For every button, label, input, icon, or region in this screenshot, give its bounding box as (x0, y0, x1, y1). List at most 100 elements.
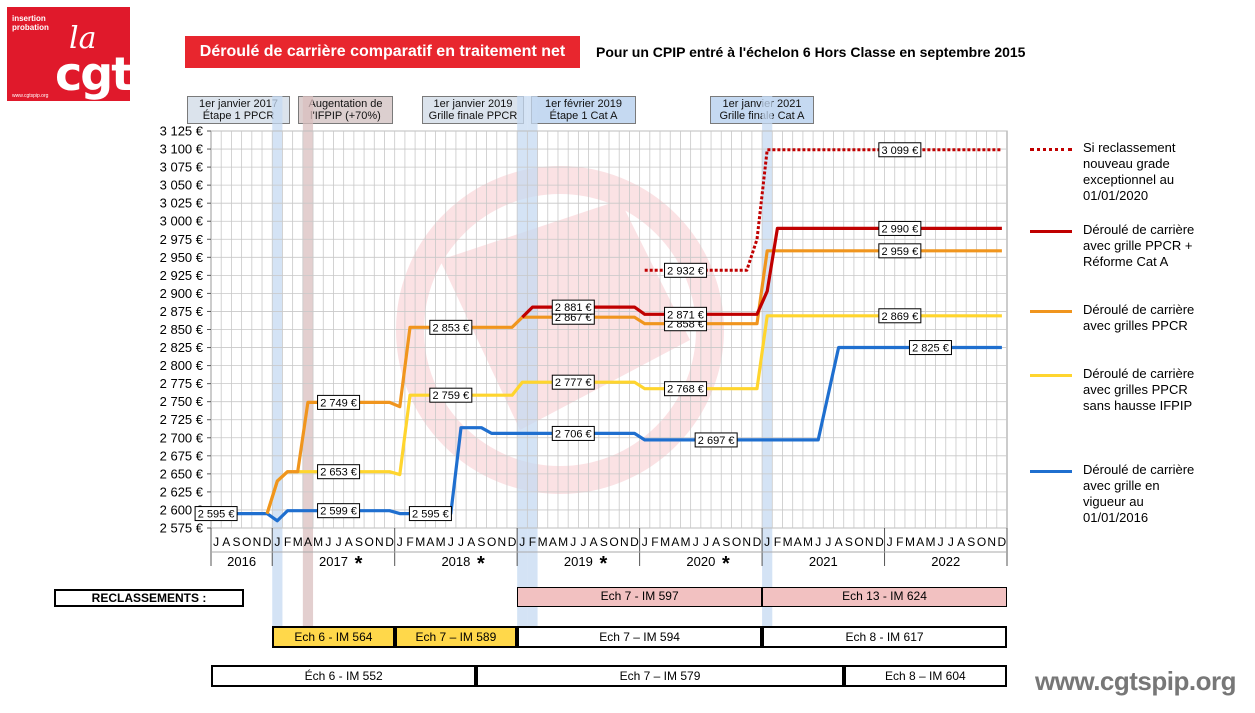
value-label-box (878, 220, 922, 236)
value-label-box (194, 506, 238, 522)
value-label: 2 825 € (912, 343, 949, 355)
x-month-label: S (845, 535, 853, 549)
value-label: 2 749 € (320, 397, 357, 409)
value-label-box (878, 243, 922, 259)
x-month-label: J (642, 535, 648, 549)
x-month-label: A (794, 535, 802, 549)
x-month-label: J (570, 535, 576, 549)
x-month-label: A (957, 535, 965, 549)
value-label: 2 697 € (698, 435, 735, 447)
value-label: 2 932 € (667, 265, 704, 277)
x-month-label: M (436, 535, 446, 549)
x-month-label: M (538, 535, 548, 549)
reclassement-bar: Ech 7 – IM 594 (517, 626, 763, 648)
milestone-band (527, 96, 538, 636)
y-tick-label: 3 100 € (160, 142, 204, 157)
value-label: 2 869 € (881, 311, 918, 323)
x-month-label: M (905, 535, 915, 549)
legend-swatch (1030, 470, 1072, 473)
y-tick-label: 2 725 € (160, 412, 204, 427)
x-month-label: A (345, 535, 353, 549)
x-month-label: M (313, 535, 323, 549)
x-month-label: J (948, 535, 954, 549)
x-month-label: J (213, 535, 219, 549)
y-tick-label: 2 850 € (160, 322, 204, 337)
y-tick-label: 2 575 € (160, 521, 204, 536)
y-tick-label: 2 950 € (160, 250, 204, 265)
reclassement-bar: Éch 6 - IM 552 (211, 665, 477, 687)
value-label-box (317, 464, 361, 480)
x-month-label: J (887, 535, 893, 549)
x-month-label: M (293, 535, 303, 549)
value-label: 2 959 € (881, 246, 918, 258)
x-month-label: D (875, 535, 884, 549)
x-month-label: D (998, 535, 1007, 549)
reclassement-bar: Ech 6 - IM 564 (272, 626, 395, 648)
series-line (216, 345, 1002, 523)
value-label: 2 759 € (432, 390, 469, 402)
reclassement-bar: Ech 7 – IM 579 (476, 665, 844, 687)
legend-swatch (1030, 310, 1072, 313)
x-month-label: F (774, 535, 781, 549)
x-month-label: J (448, 535, 454, 549)
footer-url: www.cgtspip.org (1035, 666, 1236, 696)
x-month-label: J (815, 535, 821, 549)
cgt-logo: insertion probation la cgt www.cgtspip.o… (7, 7, 133, 101)
x-month-label: J (580, 535, 586, 549)
reclassement-bar: Ech 8 – IM 604 (843, 665, 1007, 687)
milestone-grille-finale-cat-a: 1er janvier 2021 Grille finale Cat A (710, 96, 814, 124)
value-label: 2 881 € (555, 302, 592, 314)
x-month-label: A (590, 535, 598, 549)
x-month-label: O (487, 535, 496, 549)
x-month-label: J (764, 535, 770, 549)
value-label-box (551, 425, 595, 441)
legend-swatch (1030, 230, 1072, 233)
x-month-label: N (375, 535, 384, 549)
value-label: 2 706 € (555, 428, 592, 440)
value-label: 2 595 € (412, 509, 449, 521)
x-month-label: M (783, 535, 793, 549)
x-month-label: D (753, 535, 762, 549)
x-month-label: N (865, 535, 874, 549)
x-month-label: M (558, 535, 568, 549)
x-month-label: A (835, 535, 843, 549)
x-month-label: S (355, 535, 363, 549)
value-label: 2 867 € (555, 312, 592, 324)
milestone-band (302, 96, 314, 636)
x-month-label: F (406, 535, 413, 549)
value-label: 2 871 € (667, 309, 704, 321)
y-tick-label: 2 700 € (160, 430, 204, 445)
x-month-label: J (703, 535, 709, 549)
value-label: 3 099 € (881, 145, 918, 157)
logo-cgt: cgt (55, 47, 133, 101)
legend-swatch (1030, 374, 1072, 377)
value-label-box (878, 308, 922, 324)
value-label: 2 653 € (320, 467, 357, 479)
legend-label: Déroulé de carrière avec grilles PPCR (1083, 302, 1195, 333)
x-month-label: S (233, 535, 241, 549)
x-month-label: F (529, 535, 536, 549)
x-month-label: S (722, 535, 730, 549)
x-year-label: 2021 (809, 554, 838, 569)
logo-url: www.cgtspip.org (12, 93, 49, 99)
x-month-label: A (549, 535, 557, 549)
x-month-label: J (519, 535, 525, 549)
milestone-band (762, 96, 773, 636)
y-tick-label: 3 025 € (160, 196, 204, 211)
x-month-label: M (660, 535, 670, 549)
x-month-label: F (284, 535, 291, 549)
x-month-label: M (803, 535, 813, 549)
x-year-label: 2017 (319, 554, 348, 569)
logo-la: la (69, 21, 97, 56)
value-label-box (317, 503, 361, 519)
y-tick-label: 2 875 € (160, 304, 204, 319)
milestone-etape1-cat-a: 1er février 2019 Étape 1 Cat A (531, 96, 636, 124)
value-label-box (429, 319, 473, 335)
x-month-label: A (222, 535, 230, 549)
y-tick-label: 2 800 € (160, 358, 204, 373)
y-tick-label: 2 600 € (160, 502, 204, 517)
value-label-box (551, 374, 595, 390)
reclassement-bar: Ech 8 - IM 617 (762, 626, 1007, 648)
legend-label: Déroulé de carrière avec grille PPCR + R… (1083, 222, 1195, 269)
